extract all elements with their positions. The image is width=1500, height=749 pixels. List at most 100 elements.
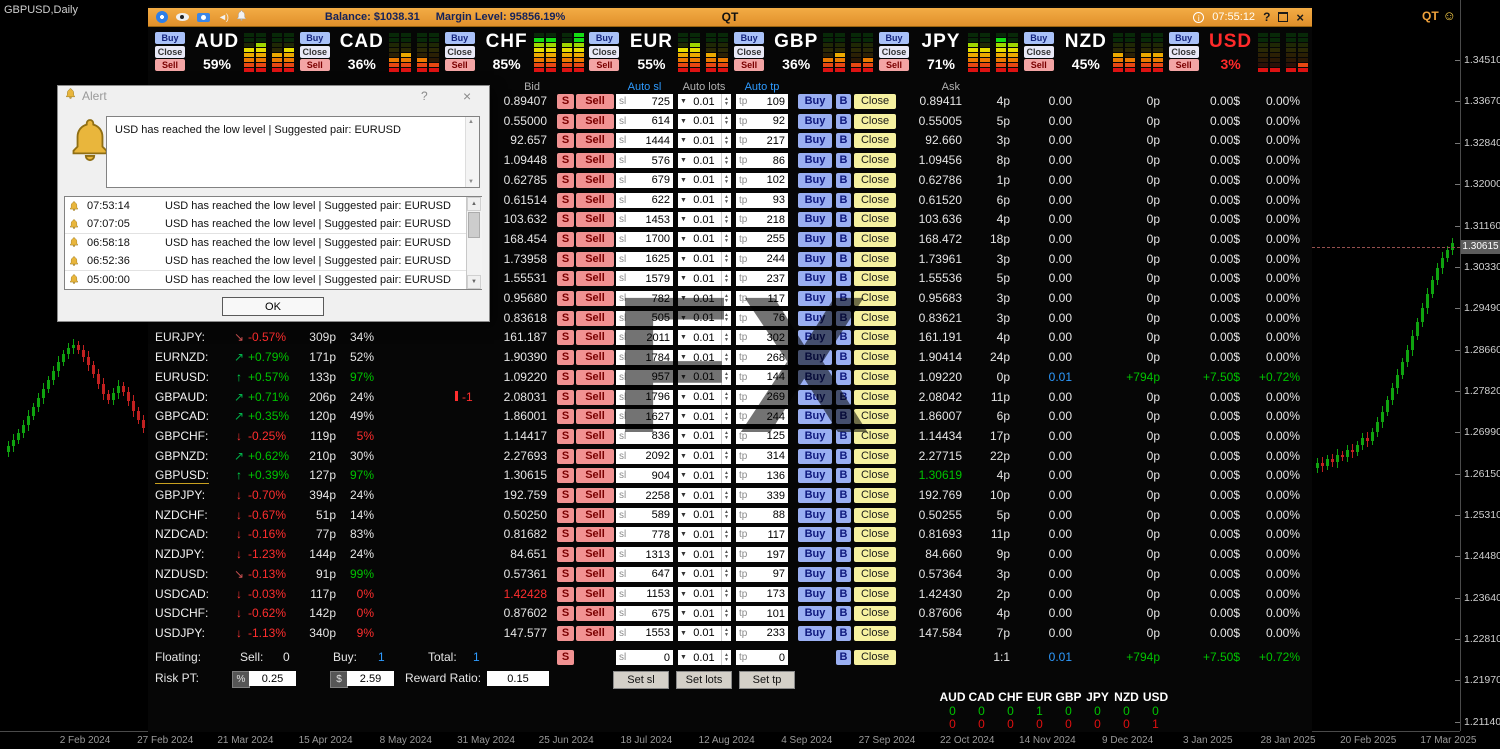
close-button[interactable]: Close xyxy=(854,586,896,602)
close-button[interactable]: Close xyxy=(854,547,896,563)
lots-spinner[interactable]: ▲ ▼ xyxy=(721,527,731,543)
close-button[interactable]: Close xyxy=(854,291,896,306)
b-button[interactable]: B xyxy=(836,172,851,188)
buy-button[interactable]: Buy xyxy=(798,448,832,464)
s-button[interactable]: S xyxy=(557,468,574,484)
b-button[interactable]: B xyxy=(836,153,851,169)
sl-input[interactable]: sl 778 xyxy=(616,527,673,543)
s-button[interactable]: S xyxy=(557,350,574,366)
buy-button[interactable]: Buy xyxy=(798,547,832,563)
lots-input[interactable]: ▼ 0.01 ▲ ▼ xyxy=(678,94,731,109)
eye-icon[interactable] xyxy=(176,13,189,21)
close-all-button[interactable]: Close xyxy=(854,650,896,665)
sell-button[interactable]: Sell xyxy=(576,251,614,267)
s-button[interactable]: S xyxy=(557,153,574,169)
close-button[interactable]: Close xyxy=(854,153,896,169)
tp-input[interactable]: tp 86 xyxy=(736,153,788,169)
dropdown-icon[interactable]: ▼ xyxy=(680,393,687,401)
close-button[interactable]: Close xyxy=(854,133,896,149)
risk-usd-input[interactable] xyxy=(347,671,394,686)
s-button[interactable]: S xyxy=(557,94,574,109)
lots-spinner[interactable]: ▲ ▼ xyxy=(721,409,731,425)
camera-icon[interactable] xyxy=(197,12,210,22)
sl-input[interactable]: sl 614 xyxy=(616,113,673,129)
buy-button[interactable]: Buy xyxy=(798,586,832,602)
close-button[interactable]: Close xyxy=(854,172,896,188)
dropdown-icon[interactable]: ▼ xyxy=(680,157,687,165)
sl-input[interactable]: sl 1313 xyxy=(616,547,673,563)
sell-button[interactable]: Sell xyxy=(576,448,614,464)
dropdown-icon[interactable]: ▼ xyxy=(680,629,687,637)
close-button[interactable]: Close xyxy=(854,566,896,582)
buy-button[interactable]: Buy xyxy=(798,428,832,444)
lots-spinner[interactable]: ▲ ▼ xyxy=(721,113,731,129)
sell-button[interactable]: Sell xyxy=(576,389,614,405)
s-button[interactable]: S xyxy=(557,192,574,208)
buy-button[interactable]: Buy xyxy=(798,94,832,109)
sell-button[interactable]: Sell xyxy=(576,172,614,188)
help-icon[interactable]: ? xyxy=(1263,10,1271,24)
dropdown-icon[interactable]: ▼ xyxy=(680,98,687,105)
message-scrollbar[interactable]: ▲ ▼ xyxy=(465,117,479,187)
s-button[interactable]: S xyxy=(557,586,574,602)
lots-spinner[interactable]: ▲ ▼ xyxy=(721,566,731,582)
close-usd-button[interactable]: Close xyxy=(1168,45,1199,58)
tp-input[interactable]: tp 244 xyxy=(736,409,788,425)
b-button[interactable]: B xyxy=(836,350,851,366)
s-button[interactable]: S xyxy=(557,488,574,503)
lots-spinner[interactable]: ▲ ▼ xyxy=(721,172,731,188)
buy-button[interactable]: Buy xyxy=(798,369,832,385)
buy-button[interactable]: Buy xyxy=(798,271,832,287)
buy-button[interactable]: Buy xyxy=(798,310,832,326)
close-button[interactable]: Close xyxy=(854,409,896,425)
tp-input[interactable]: tp 244 xyxy=(736,251,788,267)
tp-input[interactable]: tp 144 xyxy=(736,369,788,385)
close-button[interactable]: Close xyxy=(854,507,896,523)
tp-input[interactable]: tp 255 xyxy=(736,231,788,247)
b-button[interactable]: B xyxy=(836,409,851,425)
sell-button[interactable]: Sell xyxy=(576,606,614,622)
s-button[interactable]: S xyxy=(557,448,574,464)
b-button[interactable]: B xyxy=(836,586,851,602)
close-jpy-button[interactable]: Close xyxy=(879,45,909,58)
reward-ratio-input[interactable] xyxy=(487,671,549,686)
ok-button[interactable]: OK xyxy=(222,297,324,316)
buy-nzd-button[interactable]: Buy xyxy=(1023,32,1054,44)
tp-all-input[interactable]: tp 0 xyxy=(736,650,788,665)
tp-input[interactable]: tp 101 xyxy=(736,606,788,622)
buy-gbp-button[interactable]: Buy xyxy=(734,32,765,44)
alert-history-item[interactable]: 06:52:36 USD has reached the low level | … xyxy=(65,252,481,272)
b-button[interactable]: B xyxy=(836,625,851,641)
lots-spinner[interactable]: ▲ ▼ xyxy=(721,251,731,267)
s-all-button[interactable]: S xyxy=(557,650,574,665)
sl-input[interactable]: sl 1784 xyxy=(616,350,673,366)
sell-button[interactable]: Sell xyxy=(576,488,614,503)
sl-input[interactable]: sl 1553 xyxy=(616,625,673,641)
lots-spinner[interactable]: ▲ ▼ xyxy=(721,650,731,665)
auto-tp-header[interactable]: Auto tp xyxy=(744,81,780,93)
close-icon[interactable]: × xyxy=(1296,9,1304,25)
close-eur-button[interactable]: Close xyxy=(589,45,620,58)
sell-button[interactable]: Sell xyxy=(576,310,614,326)
close-button[interactable]: Close xyxy=(854,251,896,267)
lots-input[interactable]: ▼ 0.01 ▲ ▼ xyxy=(678,468,731,484)
close-button[interactable]: Close xyxy=(854,488,896,503)
sl-input[interactable]: sl 1700 xyxy=(616,231,673,247)
tp-input[interactable]: tp 88 xyxy=(736,507,788,523)
sl-input[interactable]: sl 589 xyxy=(616,507,673,523)
tp-input[interactable]: tp 268 xyxy=(736,350,788,366)
buy-button[interactable]: Buy xyxy=(798,409,832,425)
lots-input[interactable]: ▼ 0.01 ▲ ▼ xyxy=(678,172,731,188)
b-button[interactable]: B xyxy=(836,133,851,149)
dropdown-icon[interactable]: ▼ xyxy=(680,235,687,243)
s-button[interactable]: S xyxy=(557,606,574,622)
b-button[interactable]: B xyxy=(836,330,851,346)
sl-input[interactable]: sl 2258 xyxy=(616,488,673,503)
buy-cad-button[interactable]: Buy xyxy=(299,32,330,44)
s-button[interactable]: S xyxy=(557,527,574,543)
tp-input[interactable]: tp 269 xyxy=(736,389,788,405)
lots-input[interactable]: ▼ 0.01 ▲ ▼ xyxy=(678,507,731,523)
b-button[interactable]: B xyxy=(836,468,851,484)
alert-history-item[interactable]: 06:58:18 USD has reached the low level | … xyxy=(65,233,481,253)
sl-input[interactable]: sl 1453 xyxy=(616,212,673,228)
